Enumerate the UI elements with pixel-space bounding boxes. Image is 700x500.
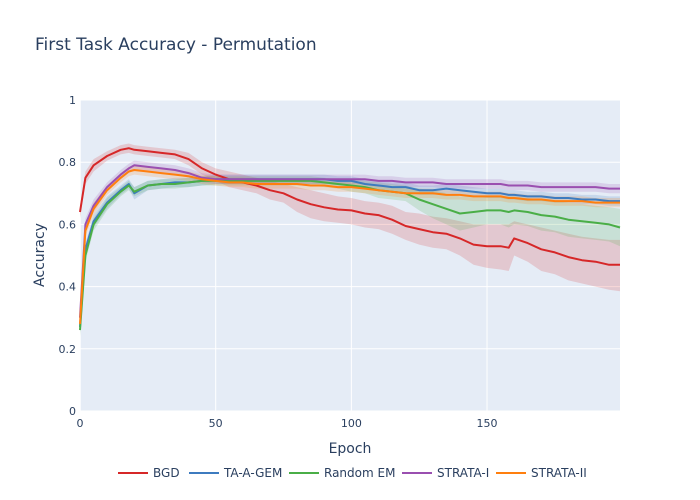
legend: BGD TA-A-GEM Random EM STRATA-I STRATA-II [118, 466, 587, 480]
y-tick-label: 0.4 [59, 281, 77, 294]
y-axis-title: Accuracy [32, 223, 48, 287]
y-tick-label: 0.2 [59, 343, 77, 356]
line-bgd [79, 147, 620, 266]
y-ticks: 0 0.2 0.4 0.6 0.8 1 [59, 94, 77, 418]
legend-item-bgd[interactable]: BGD [118, 466, 180, 480]
grid [79, 99, 620, 412]
legend-item-strata-ii[interactable]: STRATA-II [496, 466, 587, 480]
legend-label: BGD [153, 466, 180, 480]
y-tick-label: 1 [69, 94, 76, 107]
y-tick-label: 0.8 [59, 156, 77, 169]
x-tick-label: 50 [209, 417, 223, 430]
y-tick-label: 0 [69, 405, 76, 418]
series-lines [79, 147, 621, 331]
legend-label: TA-A-GEM [223, 466, 282, 480]
legend-item-ta-a-gem[interactable]: TA-A-GEM [189, 466, 282, 480]
y-tick-label: 0.6 [59, 218, 77, 231]
chart-title: First Task Accuracy - Permutation [35, 35, 317, 55]
legend-item-random-em[interactable]: Random EM [289, 466, 395, 480]
legend-label: Random EM [324, 466, 395, 480]
x-tick-label: 150 [477, 417, 498, 430]
x-tick-label: 0 [77, 417, 84, 430]
legend-label: STRATA-I [437, 466, 489, 480]
x-axis-title: Epoch [329, 441, 372, 457]
plot-area [80, 100, 620, 411]
legend-item-strata-i[interactable]: STRATA-I [402, 466, 489, 480]
line-strata-ii [79, 169, 620, 324]
x-ticks: 0 50 100 150 [77, 417, 498, 430]
line-strata-i [79, 164, 620, 318]
x-tick-label: 100 [341, 417, 362, 430]
line-random-em [79, 179, 621, 331]
band-random-em [80, 176, 620, 337]
legend-label: STRATA-II [531, 466, 587, 480]
